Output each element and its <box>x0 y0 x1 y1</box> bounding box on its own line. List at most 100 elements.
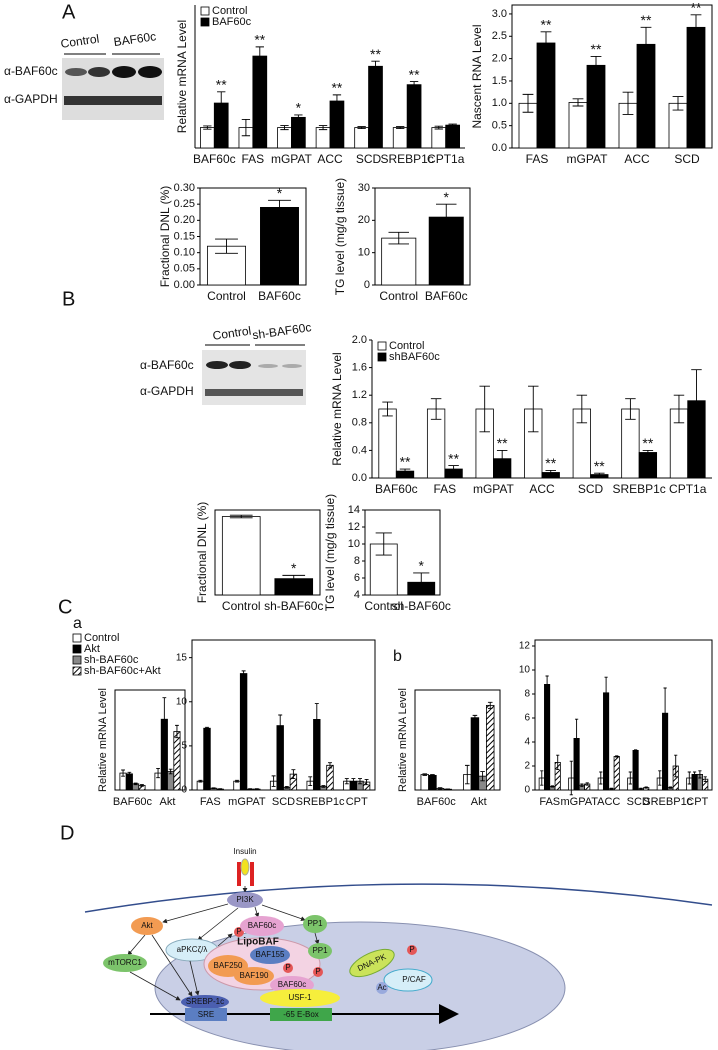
error-bar <box>599 771 603 785</box>
node-label: BAF155 <box>256 950 285 959</box>
error-bar <box>540 31 552 55</box>
y-tick-label: 10 <box>348 538 360 550</box>
pathway-diagram: Insulin PI3K Akt aPKCζ/λ P BAF60c PP1 mT… <box>84 847 713 1050</box>
lane-label: BAF60c <box>113 29 157 49</box>
error-bar <box>687 771 691 785</box>
significance-label: * <box>291 560 297 576</box>
node <box>185 1008 227 1021</box>
error-bar <box>487 701 493 709</box>
receptor <box>250 862 254 886</box>
error-bar <box>399 468 411 474</box>
error-bar <box>241 118 251 137</box>
node <box>283 963 293 973</box>
bar <box>686 26 706 149</box>
x-tick-label: SCD <box>272 796 295 808</box>
error-bar <box>691 369 702 433</box>
error-bar <box>625 398 636 420</box>
x-tick-label: SREBP1c <box>296 796 345 808</box>
error-bar <box>545 675 549 694</box>
error-bar <box>569 760 573 796</box>
bar <box>392 127 408 149</box>
panel-label: C <box>58 596 72 618</box>
error-bar <box>382 401 393 417</box>
node-label: SRE <box>198 1010 214 1019</box>
x-tick-label: CPT1a <box>669 482 707 496</box>
error-bar <box>255 46 264 66</box>
arrow <box>261 904 306 921</box>
node <box>308 943 332 959</box>
error-bar <box>321 785 326 788</box>
legend-label: BAF60c <box>212 16 252 28</box>
error-bar <box>388 231 410 245</box>
node-label: SREBP-1c <box>186 997 224 1006</box>
node-label: BAF190 <box>240 971 269 980</box>
band <box>138 66 162 78</box>
node <box>240 916 284 936</box>
legend-swatch <box>72 655 82 665</box>
error-bar <box>268 199 291 215</box>
node <box>260 989 340 1007</box>
node-label: P/CAF <box>402 975 426 984</box>
error-bar <box>628 771 632 785</box>
significance-label: ** <box>545 455 556 471</box>
bar <box>378 408 397 479</box>
x-tick-label: mGPAT <box>567 152 609 166</box>
y-tick-label: 1.0 <box>492 97 507 109</box>
error-bar <box>639 787 643 790</box>
error-bar <box>280 125 289 131</box>
error-bar <box>445 788 451 790</box>
y-tick-label: 20 <box>358 214 370 226</box>
error-bar <box>668 786 672 789</box>
x-tick-label: BAF60c <box>417 796 457 808</box>
error-bar <box>282 574 306 583</box>
bar <box>329 100 345 149</box>
bar <box>239 673 248 791</box>
x-tick-label: SREBP1c <box>380 152 433 166</box>
band <box>205 389 303 396</box>
x-tick-label: Control <box>364 599 403 613</box>
legend-label: sh-BAF60c <box>84 654 139 666</box>
bar <box>613 756 620 791</box>
error-bar <box>357 126 366 130</box>
x-tick-label: FAS <box>434 482 457 496</box>
node-label: P <box>285 963 290 972</box>
error-bar <box>364 778 369 786</box>
error-bar <box>358 778 362 785</box>
error-bar <box>121 769 125 777</box>
node-label: mTORC1 <box>108 958 142 967</box>
node-label: USF-1 <box>288 993 312 1002</box>
significance-label: ** <box>216 77 227 93</box>
arrow <box>197 907 239 941</box>
y-tick-label: 0.30 <box>174 182 195 194</box>
bar <box>536 42 556 149</box>
y-axis-label: Relative mRNA Level <box>97 688 109 792</box>
node-label: BAF60c <box>278 980 306 989</box>
western-blot: Control BAF60c α-BAF60c α-GAPDH <box>4 29 164 120</box>
error-bar <box>528 385 539 433</box>
receptor <box>237 862 241 886</box>
x-tick-label: Control <box>379 289 418 303</box>
error-bar <box>271 775 276 787</box>
legend-swatch <box>200 6 210 16</box>
error-bar <box>576 394 588 424</box>
node <box>103 954 147 972</box>
y-tick-label: 2.5 <box>492 30 507 42</box>
blot-row-label: α-BAF60c <box>4 64 58 78</box>
error-bar <box>409 81 419 89</box>
node-label: aPKCζ/λ <box>177 945 208 954</box>
band <box>112 66 136 78</box>
significance-label: ** <box>254 32 265 48</box>
x-tick-label: BAF60c <box>425 289 468 303</box>
error-bar <box>545 469 556 475</box>
y-tick-label: 0.00 <box>174 279 195 291</box>
node-label: LipoBAF <box>237 937 279 948</box>
arrow <box>162 903 229 924</box>
x-tick-label: FAS <box>539 796 560 808</box>
y-tick-label: 0 <box>181 785 187 796</box>
y-tick-label: 15 <box>176 652 188 663</box>
node <box>227 892 263 908</box>
y-tick-label: 1.5 <box>492 75 507 87</box>
error-bar <box>472 714 478 721</box>
error-bar <box>218 788 223 791</box>
error-bar <box>673 394 685 424</box>
